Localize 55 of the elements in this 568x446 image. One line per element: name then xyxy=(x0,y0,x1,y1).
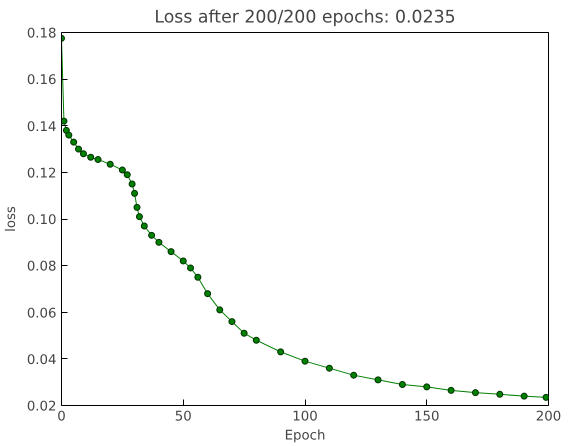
chart-title: Loss after 200/200 epochs: 0.0235 xyxy=(154,8,456,28)
y-tick-label: 0.02 xyxy=(26,400,57,414)
point xyxy=(398,381,406,388)
y-tick-label: 0.14 xyxy=(26,120,57,135)
point xyxy=(472,389,479,396)
point xyxy=(216,306,224,314)
point xyxy=(87,154,94,161)
y-tick-label: 0.08 xyxy=(26,260,57,275)
point xyxy=(423,383,430,390)
x-tick-label: 200 xyxy=(536,410,562,424)
point xyxy=(75,146,82,153)
point xyxy=(252,336,260,344)
point xyxy=(350,372,358,379)
point xyxy=(374,376,382,384)
x-tick-label: 0 xyxy=(57,410,66,424)
point xyxy=(542,394,548,401)
point xyxy=(204,290,212,298)
point xyxy=(131,190,138,197)
point xyxy=(65,132,72,139)
y-tick-label: 0.10 xyxy=(26,213,57,228)
y-tick-label: 0.12 xyxy=(26,166,57,182)
point xyxy=(180,257,187,264)
point xyxy=(80,150,87,158)
point xyxy=(62,118,68,125)
point xyxy=(124,171,131,178)
point xyxy=(128,180,136,188)
point xyxy=(168,248,175,256)
point xyxy=(326,364,333,372)
point xyxy=(118,166,126,174)
point xyxy=(70,138,78,146)
point xyxy=(520,392,528,400)
y-tick-label: 0.04 xyxy=(26,352,57,368)
y-tick-label: 0.06 xyxy=(26,306,57,322)
y-axis-title: loss xyxy=(4,206,19,232)
y-tick-label: 0.18 xyxy=(26,26,57,42)
point xyxy=(136,213,143,220)
point xyxy=(155,238,162,246)
point xyxy=(302,358,308,365)
x-tick-label: 150 xyxy=(414,410,440,424)
point xyxy=(277,348,284,356)
point xyxy=(240,330,248,337)
x-axis-title: Epoch xyxy=(284,428,326,444)
point xyxy=(106,160,114,168)
y-tick-label: 0.16 xyxy=(26,73,57,88)
point xyxy=(94,156,102,164)
point xyxy=(148,232,156,239)
point xyxy=(194,274,202,281)
point xyxy=(187,264,194,272)
point xyxy=(140,222,148,230)
x-tick-label: 100 xyxy=(292,410,318,424)
x-tick-label: 50 xyxy=(174,410,192,424)
point xyxy=(228,318,236,326)
point xyxy=(448,386,455,394)
point xyxy=(496,390,504,398)
point xyxy=(133,204,140,211)
